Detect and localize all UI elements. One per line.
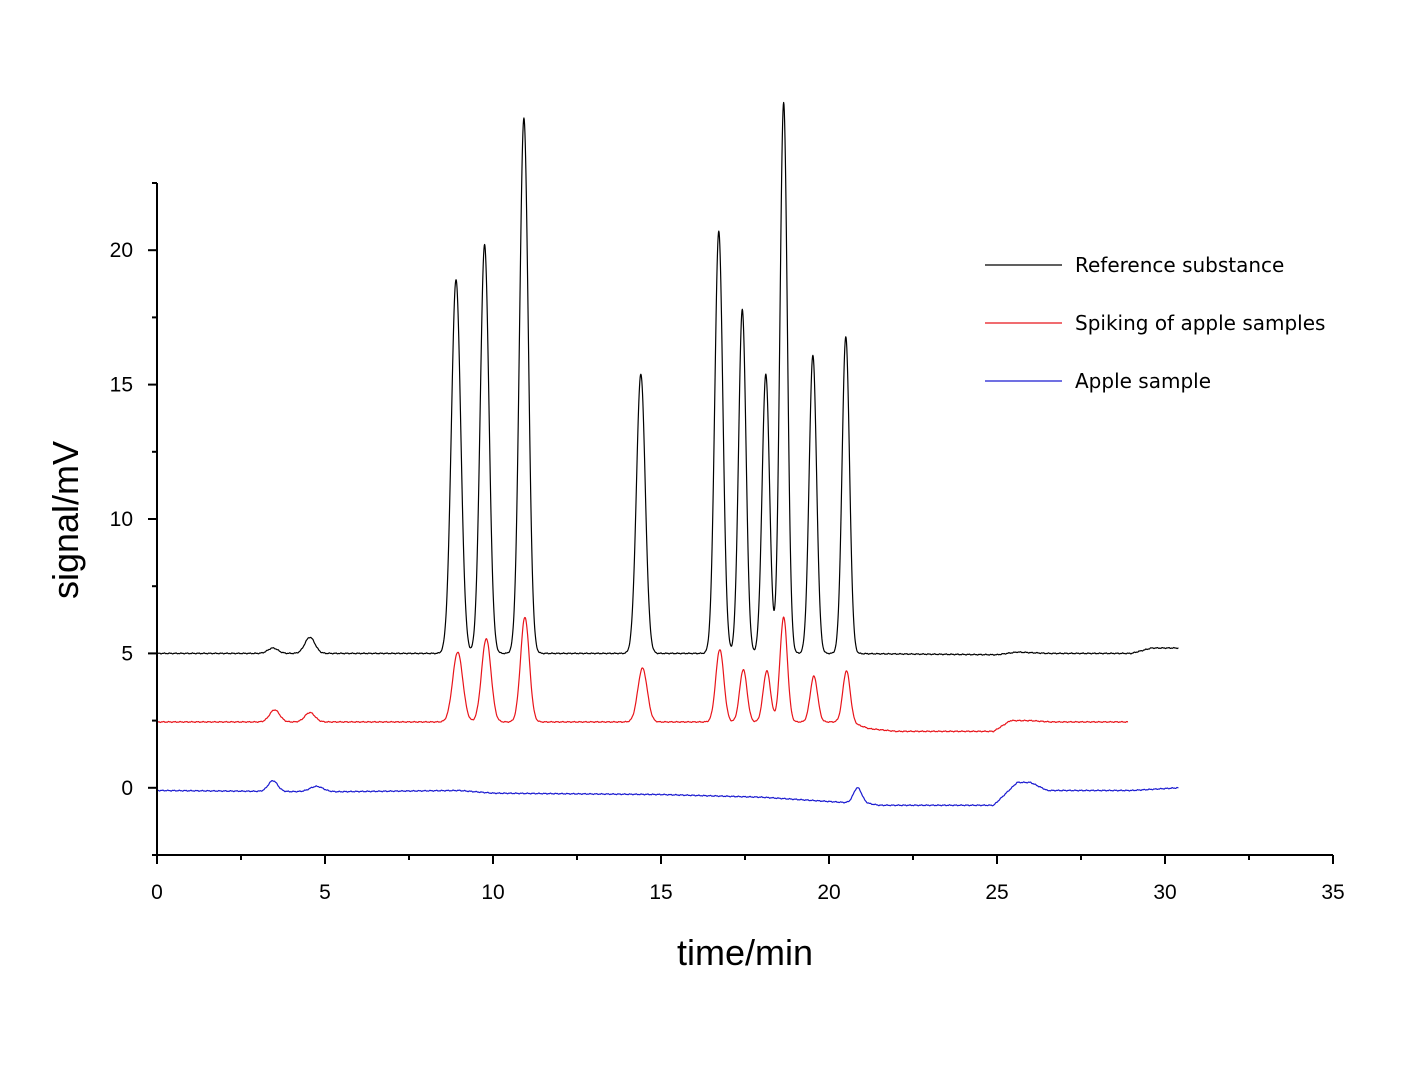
series-layer (156, 101, 1179, 807)
y-tick-label: 5 (121, 642, 133, 665)
legend-label-3: Apple sample (1075, 369, 1211, 393)
x-tick-label: 30 (1153, 881, 1176, 904)
legend: Reference substance Spiking of apple samp… (985, 253, 1325, 393)
y-tick-label: 0 (121, 777, 133, 800)
y-tick-label: 15 (110, 374, 133, 397)
series-line-2 (156, 616, 1129, 733)
x-tick-label: 0 (151, 881, 163, 904)
x-tick-label: 35 (1321, 881, 1344, 904)
x-axis-title: time/min (677, 932, 813, 973)
axes-layer (156, 183, 1333, 856)
x-tick-label: 25 (985, 881, 1008, 904)
y-axis-title: signal/mV (45, 441, 86, 599)
y-tick-label: 10 (110, 508, 133, 531)
series-line-1 (156, 101, 1179, 656)
x-tick-label: 20 (817, 881, 840, 904)
series-line-3 (156, 780, 1179, 807)
x-tick-label: 10 (481, 881, 504, 904)
legend-label-2: Spiking of apple samples (1075, 311, 1325, 335)
x-tick-label: 5 (319, 881, 331, 904)
y-tick-label: 20 (110, 239, 133, 262)
ticks-layer: 0 5 10 15 20 25 30 35 0 5 10 15 20 (110, 182, 1345, 904)
x-tick-label: 15 (649, 881, 672, 904)
legend-label-1: Reference substance (1075, 253, 1284, 277)
